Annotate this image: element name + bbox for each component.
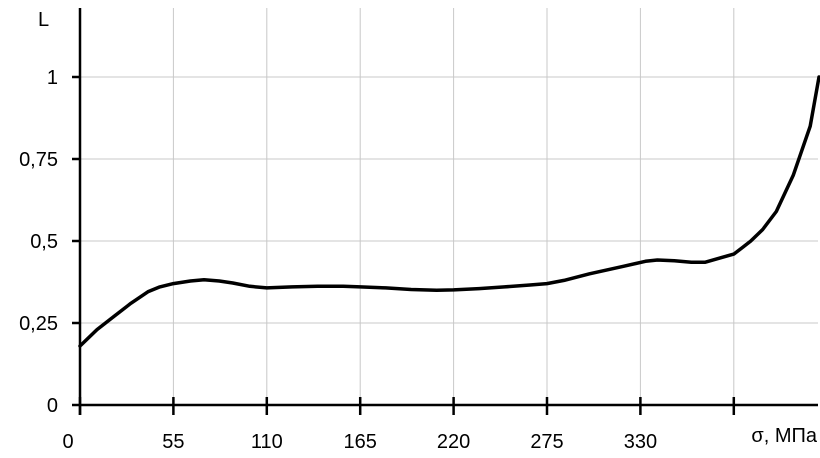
- x-tick-label: 110: [251, 431, 283, 453]
- x-tick-label: 220: [437, 431, 470, 453]
- x-tick-label: 275: [530, 431, 563, 453]
- grid: [80, 8, 818, 405]
- series-line: [78, 75, 820, 348]
- x-tick-label: 165: [344, 431, 377, 453]
- x-tick-label: 0: [62, 431, 73, 453]
- y-tick-label: 0,25: [19, 313, 58, 335]
- y-tick-label: 0,5: [30, 231, 58, 253]
- y-tick-label: 0: [47, 395, 58, 417]
- axes: [78, 8, 818, 415]
- x-tick-label: 330: [624, 431, 657, 453]
- x-axis-label: σ, МПа: [751, 425, 817, 447]
- y-axis-label: L: [38, 9, 49, 31]
- tick-marks: [72, 75, 736, 415]
- y-tick-label: 1: [47, 67, 58, 89]
- x-tick-label: 55: [162, 431, 184, 453]
- tick-labels: 0 55 110 165 220 275 330 0 0,25 0,5 0,75 1: [19, 67, 657, 453]
- y-tick-label: 0,75: [19, 149, 58, 171]
